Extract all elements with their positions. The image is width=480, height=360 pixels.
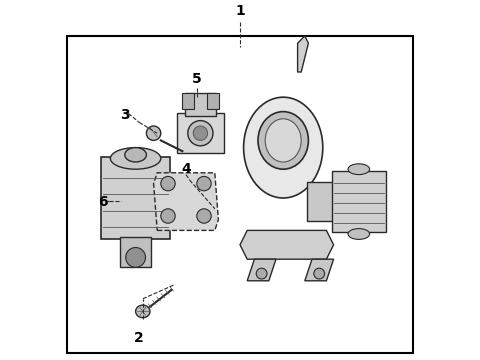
Ellipse shape	[258, 112, 308, 169]
FancyBboxPatch shape	[185, 93, 216, 116]
Ellipse shape	[126, 248, 145, 267]
Ellipse shape	[348, 164, 370, 175]
Ellipse shape	[161, 176, 175, 191]
Ellipse shape	[110, 148, 161, 169]
Ellipse shape	[193, 126, 208, 140]
Ellipse shape	[256, 268, 267, 279]
Ellipse shape	[348, 229, 370, 239]
Ellipse shape	[314, 268, 324, 279]
Ellipse shape	[161, 209, 175, 223]
Polygon shape	[298, 36, 308, 72]
FancyBboxPatch shape	[120, 237, 151, 267]
FancyBboxPatch shape	[181, 93, 194, 109]
FancyBboxPatch shape	[332, 171, 386, 232]
Text: 2: 2	[134, 332, 144, 345]
Ellipse shape	[197, 209, 211, 223]
Polygon shape	[247, 259, 276, 281]
Ellipse shape	[243, 97, 323, 198]
Ellipse shape	[146, 126, 161, 140]
FancyBboxPatch shape	[307, 182, 338, 221]
Ellipse shape	[197, 176, 211, 191]
Polygon shape	[305, 259, 334, 281]
Ellipse shape	[265, 119, 301, 162]
Ellipse shape	[136, 305, 150, 318]
FancyBboxPatch shape	[177, 113, 224, 153]
FancyBboxPatch shape	[207, 93, 219, 109]
Polygon shape	[240, 230, 334, 259]
FancyBboxPatch shape	[101, 157, 170, 239]
Ellipse shape	[125, 148, 146, 162]
Text: 3: 3	[120, 108, 130, 122]
Ellipse shape	[188, 121, 213, 146]
Polygon shape	[154, 173, 218, 230]
Text: 6: 6	[98, 195, 108, 208]
Text: 5: 5	[192, 72, 202, 86]
Text: 4: 4	[181, 162, 191, 176]
Text: 1: 1	[235, 4, 245, 18]
